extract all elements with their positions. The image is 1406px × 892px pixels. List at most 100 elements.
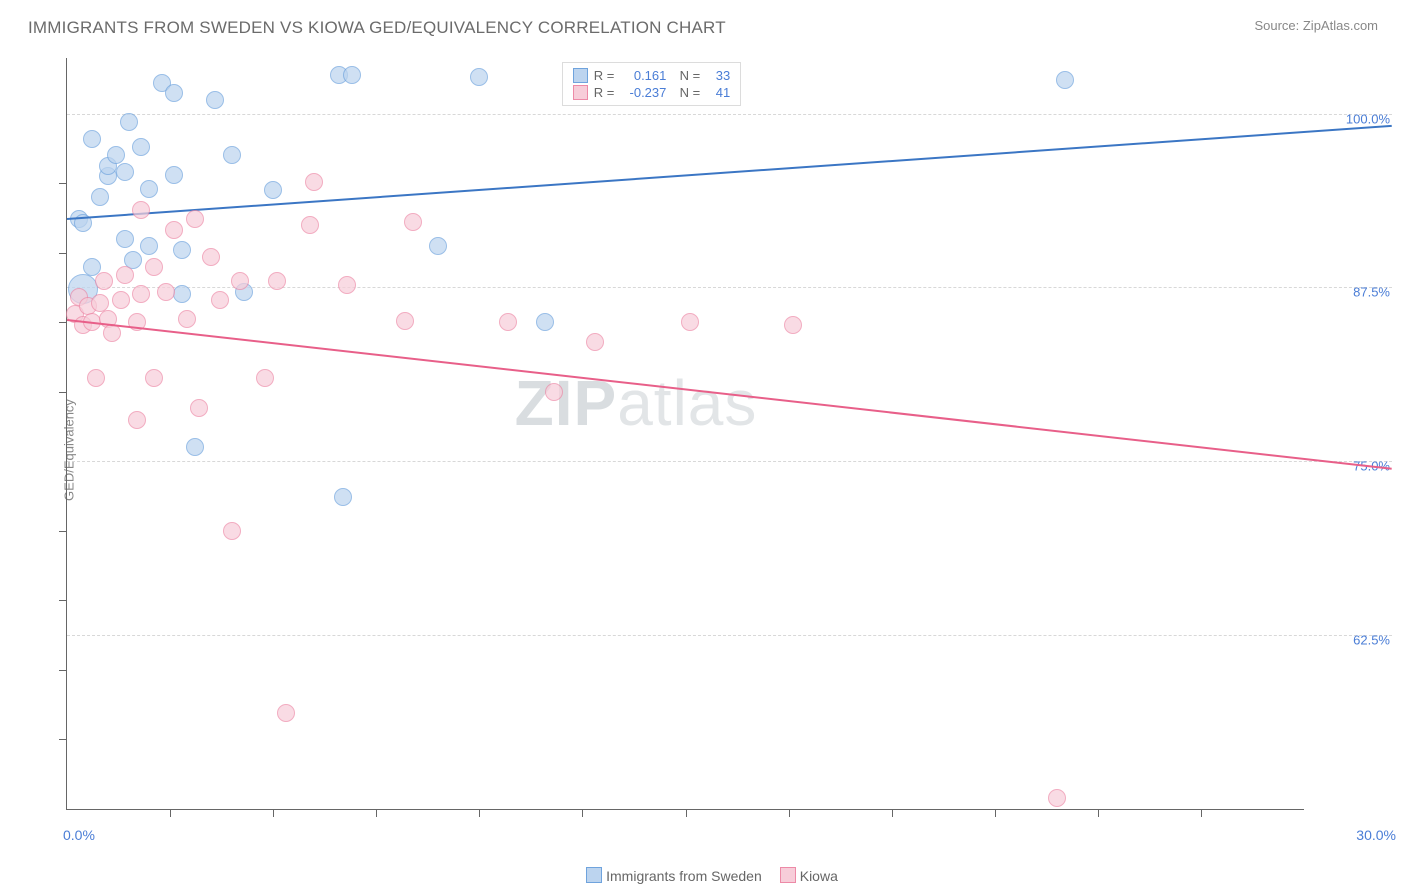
legend-label: Immigrants from Sweden [606,868,762,884]
scatter-point [499,313,517,331]
scatter-point [545,383,563,401]
x-min-label: 0.0% [63,827,95,843]
legend-swatch [573,68,588,83]
scatter-point [91,294,109,312]
x-tick [1201,809,1202,817]
scatter-point [140,180,158,198]
scatter-point [429,237,447,255]
scatter-point [173,285,191,303]
y-gridline-label: 87.5% [1353,275,1390,300]
header: IMMIGRANTS FROM SWEDEN VS KIOWA GED/EQUI… [0,0,1406,46]
scatter-point [103,324,121,342]
r-value: 0.161 [620,68,666,83]
scatter-point [107,146,125,164]
x-tick [479,809,480,817]
y-tick [59,600,67,601]
n-value: 33 [706,68,730,83]
scatter-point [165,84,183,102]
correlation-legend: R = 0.161 N = 33 R = -0.237 N = 41 [562,62,741,106]
chart-container: GED/Equivalency ZIPatlas 62.5%75.0%87.5%… [48,58,1394,842]
scatter-point [1056,71,1074,89]
scatter-point [404,213,422,231]
y-tick [59,670,67,671]
scatter-point [91,188,109,206]
x-tick [892,809,893,817]
x-max-label: 30.0% [1356,827,1396,843]
y-tick [59,322,67,323]
watermark: ZIPatlas [515,366,758,440]
correlation-row: R = 0.161 N = 33 [573,67,730,84]
x-tick [1098,809,1099,817]
gridline [67,461,1392,462]
scatter-point [112,291,130,309]
scatter-point [586,333,604,351]
y-gridline-label: 62.5% [1353,623,1390,648]
scatter-point [223,522,241,540]
scatter-point [83,130,101,148]
scatter-point [173,241,191,259]
scatter-point [128,411,146,429]
r-label: R = [594,68,615,83]
scatter-point [264,181,282,199]
scatter-point [681,313,699,331]
scatter-point [132,138,150,156]
r-value: -0.237 [620,85,666,100]
chart-title: IMMIGRANTS FROM SWEDEN VS KIOWA GED/EQUI… [28,18,726,38]
scatter-point [87,369,105,387]
scatter-point [277,704,295,722]
source-label: Source: ZipAtlas.com [1254,18,1378,33]
correlation-row: R = -0.237 N = 41 [573,84,730,101]
n-label: N = [672,68,700,83]
scatter-point [256,369,274,387]
scatter-point [334,488,352,506]
scatter-point [206,91,224,109]
scatter-point [223,146,241,164]
x-tick [170,809,171,817]
scatter-point [132,285,150,303]
scatter-point [470,68,488,86]
scatter-point [116,163,134,181]
x-tick [273,809,274,817]
scatter-point [784,316,802,334]
r-label: R = [594,85,615,100]
scatter-point [165,166,183,184]
x-tick [686,809,687,817]
scatter-point [536,313,554,331]
scatter-point [116,266,134,284]
x-tick [995,809,996,817]
x-tick [789,809,790,817]
scatter-point [190,399,208,417]
y-tick [59,392,67,393]
scatter-point [338,276,356,294]
scatter-point [120,113,138,131]
plot-area: ZIPatlas 62.5%75.0%87.5%100.0%0.0%30.0%R… [66,58,1304,810]
scatter-point [396,312,414,330]
scatter-point [268,272,286,290]
x-tick [376,809,377,817]
scatter-point [140,237,158,255]
bottom-legend: Immigrants from Sweden Kiowa [0,867,1406,884]
y-tick [59,183,67,184]
scatter-point [186,210,204,228]
trend-line [67,319,1392,470]
legend-label: Kiowa [800,868,838,884]
y-tick [59,739,67,740]
scatter-point [301,216,319,234]
gridline [67,635,1392,636]
scatter-point [178,310,196,328]
gridline [67,114,1392,115]
y-tick [59,253,67,254]
n-value: 41 [706,85,730,100]
scatter-point [343,66,361,84]
gridline [67,287,1392,288]
y-gridline-label: 75.0% [1353,449,1390,474]
scatter-point [202,248,220,266]
scatter-point [95,272,113,290]
scatter-point [231,272,249,290]
scatter-point [305,173,323,191]
scatter-point [116,230,134,248]
scatter-point [186,438,204,456]
scatter-point [211,291,229,309]
legend-swatch [573,85,588,100]
n-label: N = [672,85,700,100]
